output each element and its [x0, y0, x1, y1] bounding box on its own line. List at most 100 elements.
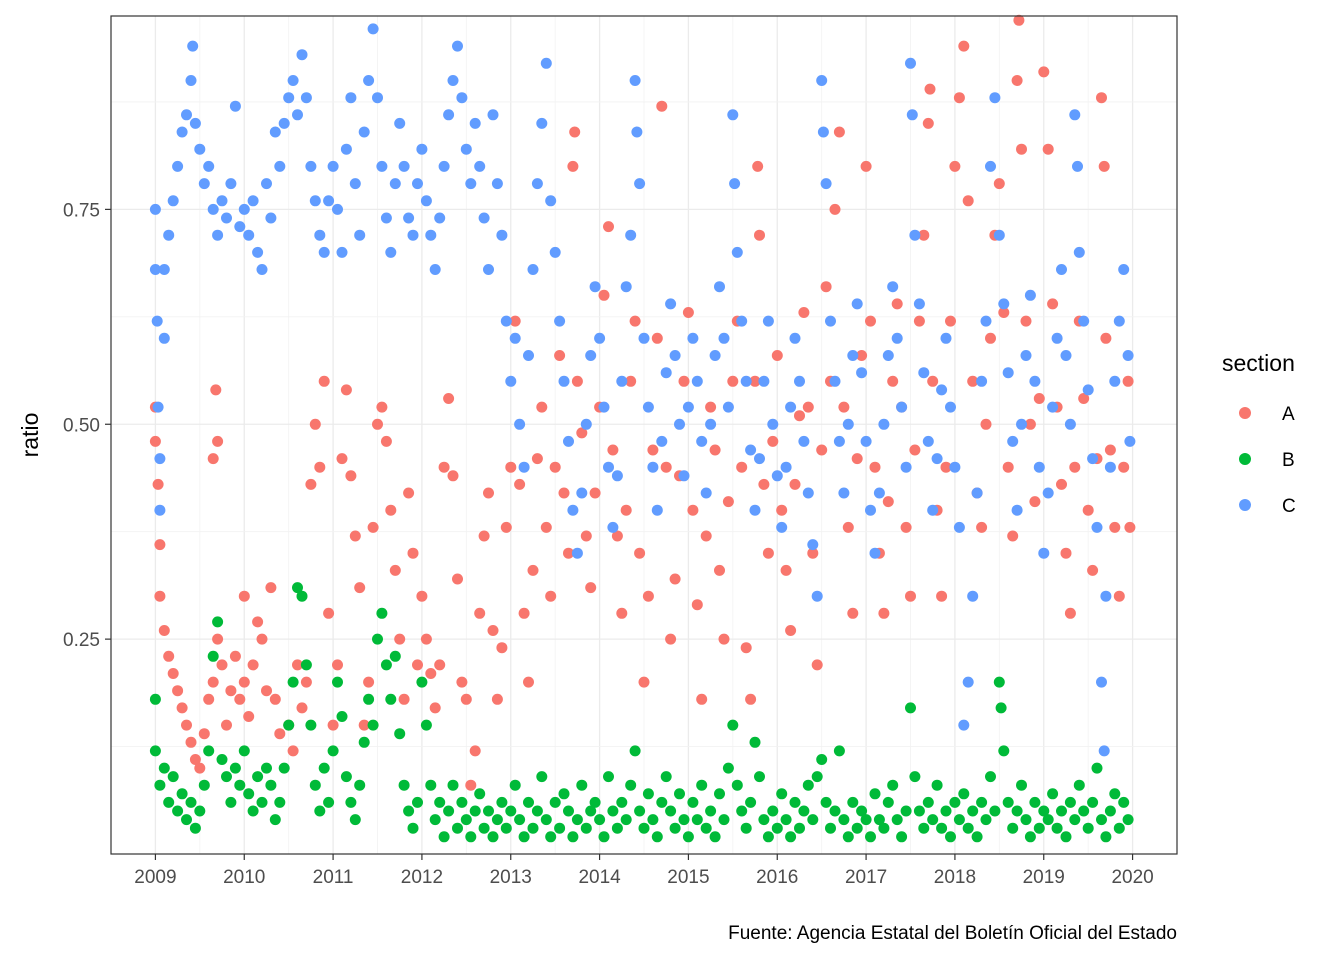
data-point-b — [918, 822, 930, 834]
data-point-a — [847, 607, 859, 619]
data-point-a — [794, 410, 805, 422]
data-point-a — [913, 315, 925, 327]
data-point-b — [283, 719, 295, 731]
x-tick-label: 2019 — [1023, 867, 1065, 888]
data-point-c — [736, 315, 748, 327]
data-point-c — [762, 315, 774, 327]
data-point-b — [611, 822, 623, 834]
data-point-b — [740, 822, 752, 834]
data-point-a — [478, 530, 490, 542]
data-point-b — [1113, 822, 1125, 834]
data-point-c — [469, 117, 481, 129]
data-point-c — [669, 350, 681, 361]
data-point-a — [149, 435, 161, 447]
data-point-a — [980, 418, 992, 430]
data-point-b — [847, 796, 859, 808]
points-series-a — [149, 14, 1136, 791]
data-point-a — [327, 719, 339, 731]
data-point-b — [358, 736, 370, 748]
data-point-c — [531, 178, 543, 190]
data-point-c — [149, 203, 161, 215]
data-point-a — [314, 461, 326, 473]
data-point-b — [749, 736, 761, 748]
data-point-b — [736, 805, 748, 817]
data-point-a — [967, 375, 979, 387]
data-point-a — [922, 117, 934, 129]
data-point-c — [434, 212, 446, 224]
data-point-c — [287, 75, 299, 86]
data-point-a — [682, 307, 694, 318]
data-point-a — [976, 521, 988, 533]
data-point-c — [953, 521, 965, 533]
data-point-b — [167, 771, 179, 783]
data-point-c — [1064, 418, 1076, 430]
data-point-a — [882, 496, 894, 508]
data-point-c — [194, 143, 206, 155]
data-point-a — [336, 453, 348, 465]
data-point-a — [1042, 143, 1054, 155]
data-point-c — [1072, 160, 1083, 172]
data-point-a — [1078, 393, 1090, 404]
data-point-c — [394, 117, 406, 129]
data-point-b — [398, 779, 410, 791]
data-point-a — [1060, 547, 1072, 559]
data-point-a — [212, 633, 224, 645]
data-point-a — [865, 315, 876, 327]
data-point-b — [412, 796, 423, 808]
data-point-c — [1087, 453, 1099, 465]
data-point-c — [789, 332, 801, 344]
panel-border — [110, 15, 1178, 855]
data-point-b — [771, 822, 783, 834]
data-point-c — [1078, 315, 1090, 327]
data-point-b — [1082, 822, 1094, 834]
data-point-c — [727, 109, 739, 121]
legend: section A B C — [1222, 350, 1296, 517]
data-point-c — [802, 487, 814, 499]
data-point-a — [998, 307, 1010, 318]
data-point-b — [354, 779, 366, 791]
data-point-b — [540, 814, 552, 826]
data-point-b — [927, 814, 939, 826]
data-point-c — [634, 178, 646, 190]
data-point-a — [500, 521, 512, 533]
data-point-c — [1069, 109, 1081, 121]
data-point-c — [631, 126, 643, 138]
data-point-c — [651, 504, 663, 516]
data-point-c — [234, 221, 246, 233]
data-point-b — [380, 659, 392, 671]
data-point-b — [474, 788, 486, 800]
data-point-c — [714, 281, 725, 293]
data-point-b — [585, 805, 597, 817]
data-point-c — [958, 719, 970, 731]
x-tick-label: 2017 — [845, 867, 887, 888]
data-point-a — [416, 590, 428, 602]
data-point-a — [296, 702, 308, 714]
data-point-b — [163, 796, 175, 808]
data-point-c — [607, 521, 619, 533]
data-point-b — [802, 779, 814, 791]
data-point-b — [607, 805, 619, 817]
data-point-c — [873, 487, 885, 499]
data-point-c — [976, 375, 988, 387]
data-point-c — [274, 160, 286, 172]
data-point-a — [758, 478, 770, 490]
data-point-c — [611, 470, 623, 482]
data-point-a — [496, 642, 508, 654]
data-point-c — [909, 229, 921, 241]
data-point-a — [491, 693, 503, 705]
data-point-b — [958, 788, 970, 800]
data-point-a — [1100, 332, 1112, 344]
data-point-c — [758, 375, 770, 387]
data-point-c — [509, 332, 521, 344]
data-point-c — [878, 418, 890, 430]
data-point-c — [585, 350, 597, 361]
data-point-a — [1013, 14, 1025, 26]
data-point-c — [833, 435, 845, 447]
data-point-b — [1091, 762, 1103, 774]
data-point-a — [736, 461, 748, 473]
data-point-b — [767, 805, 779, 817]
data-point-a — [309, 418, 321, 430]
data-point-a — [696, 693, 708, 705]
data-point-b — [780, 814, 792, 826]
data-point-a — [900, 521, 912, 533]
